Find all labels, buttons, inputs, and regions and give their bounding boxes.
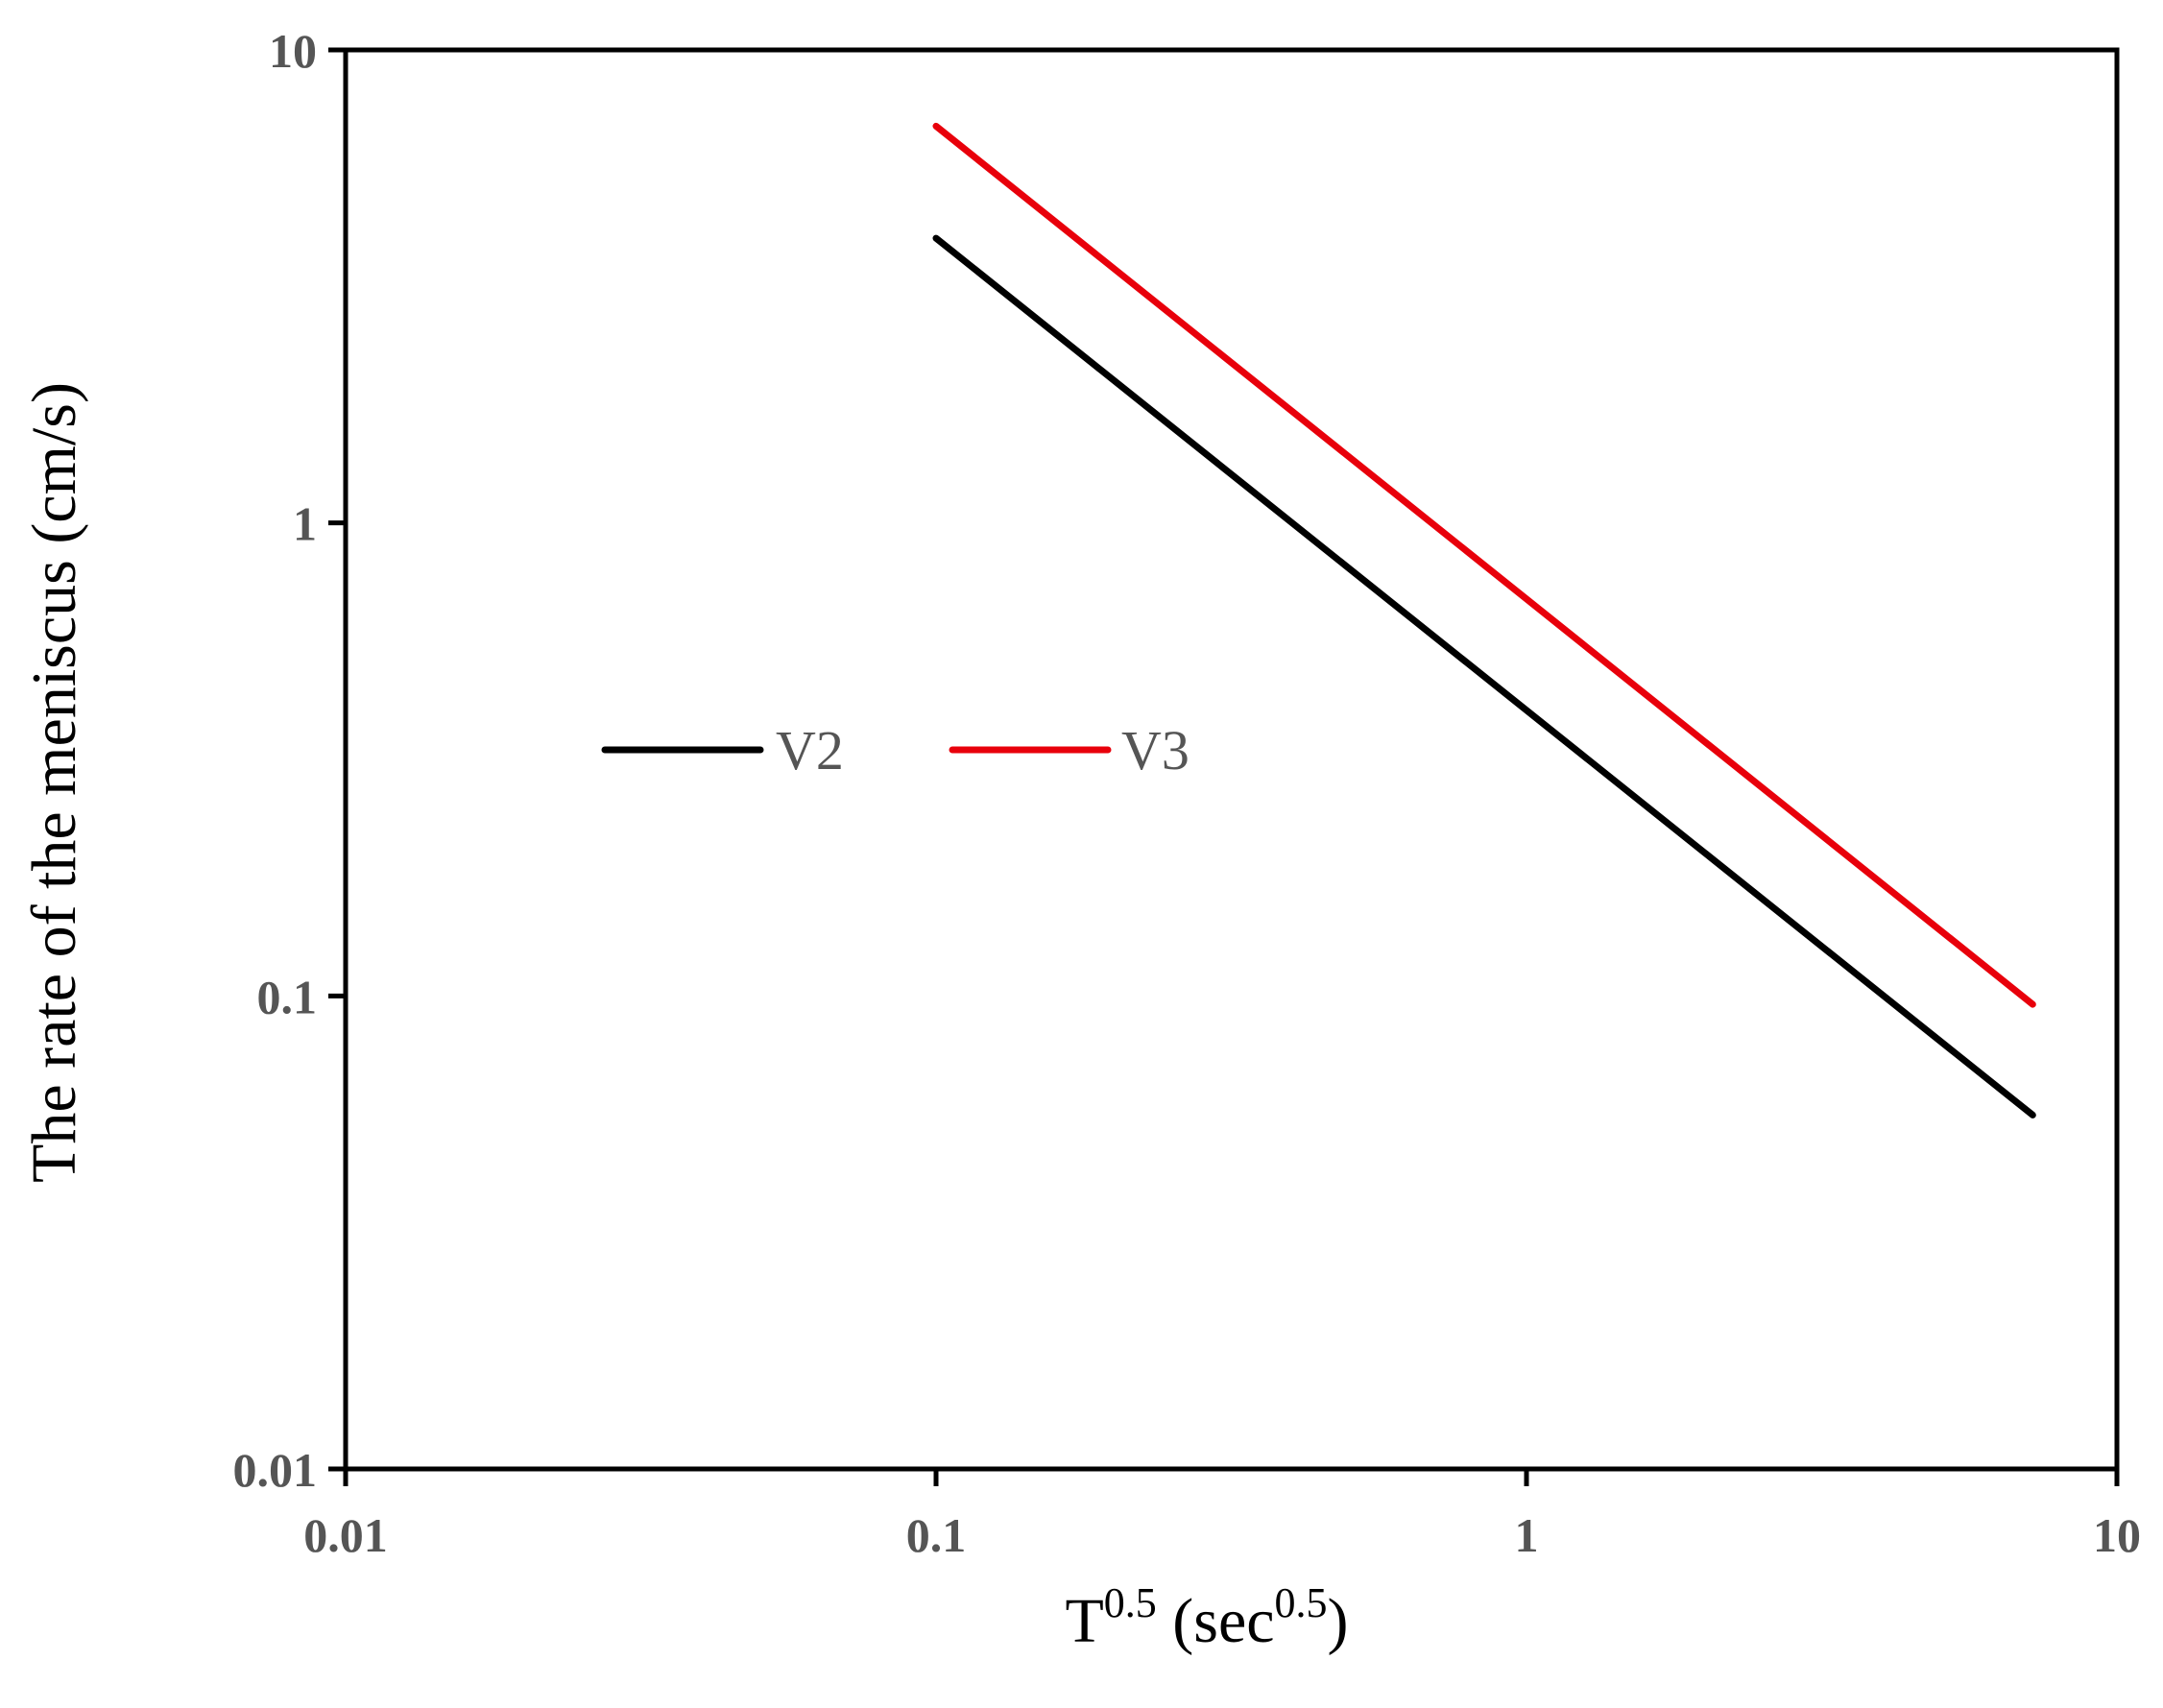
legend: V2 V3 — [601, 719, 1190, 782]
x-axis-title: T0.5 (sec0.5) — [1065, 1579, 1348, 1656]
y-tick-label-1: 1 — [293, 497, 317, 551]
y-axis-ticks: 0.01 0.1 1 10 — [233, 24, 346, 1497]
x-tick-label-0-01: 0.01 — [303, 1508, 388, 1562]
x-tick-label-1: 1 — [1515, 1508, 1539, 1562]
x-tick-label-0-1: 0.1 — [906, 1508, 967, 1562]
y-tick-label-0-01: 0.01 — [233, 1443, 318, 1497]
x-tick-label-10: 10 — [2093, 1508, 2141, 1562]
series-line-v2 — [932, 234, 2036, 1119]
legend-label-v2: V2 — [776, 719, 844, 782]
y-tick-label-10: 10 — [269, 24, 317, 78]
legend-label-v3: V3 — [1121, 719, 1190, 782]
plot-area — [343, 47, 2120, 1472]
series-layer — [932, 122, 2036, 1119]
y-axis-title: The rate of the meniscus (cm/s) — [19, 382, 89, 1183]
y-tick-label-0-1: 0.1 — [257, 970, 318, 1023]
series-line-v3 — [932, 122, 2036, 1008]
x-axis-ticks: 0.01 0.1 1 10 — [303, 1469, 2141, 1562]
